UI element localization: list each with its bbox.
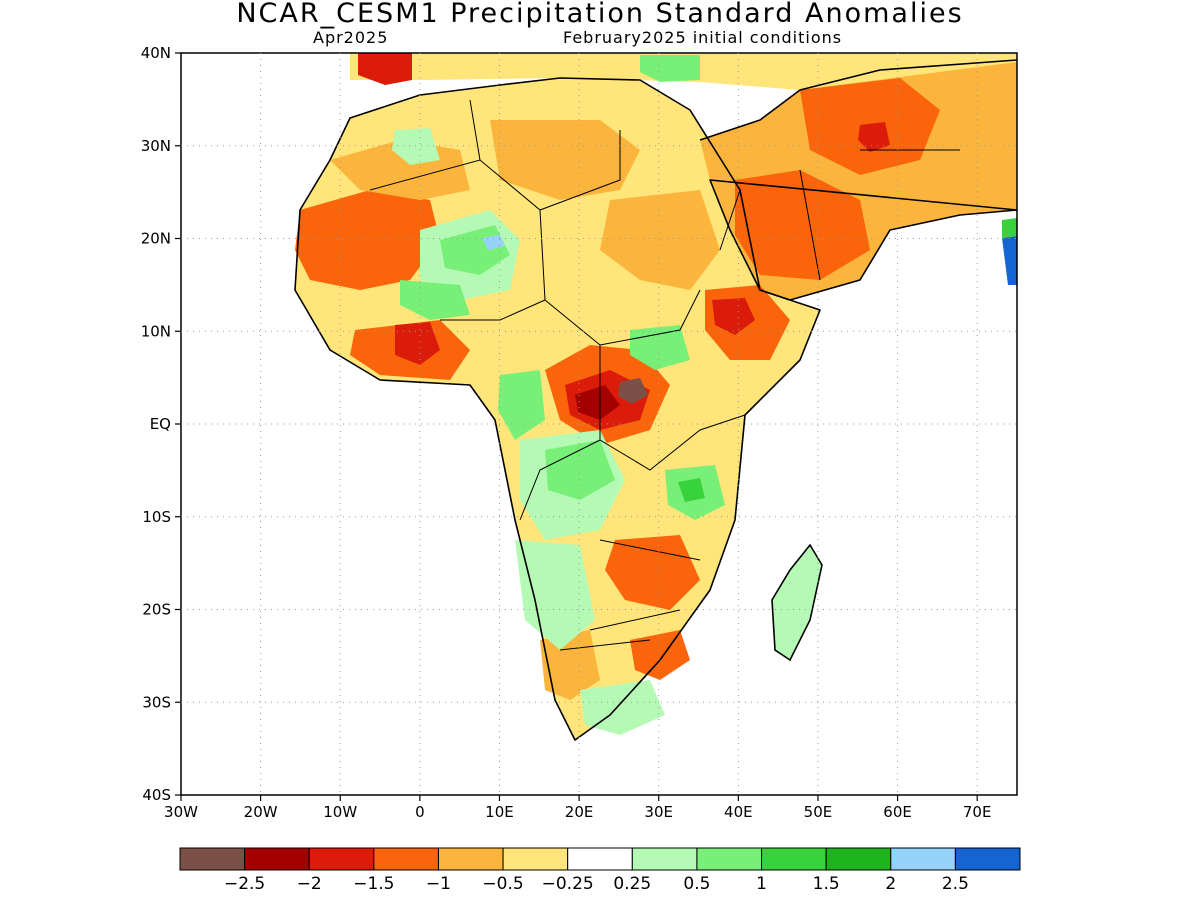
lat-tick-label: 20S (142, 601, 171, 619)
colorbar-label: 1.5 (813, 874, 840, 894)
lon-tick-label: 30W (164, 803, 198, 821)
tanzania-strong-positive-patch (678, 478, 705, 502)
colorbar-swatch (373, 847, 439, 871)
lat-tick-label: 20N (141, 230, 171, 248)
colorbar-label: 0.5 (683, 874, 710, 894)
lon-tick-label: 70E (963, 803, 992, 821)
lat-tick-label: 40N (141, 44, 171, 62)
colorbar-swatch (308, 847, 375, 871)
india-green-patch (1002, 218, 1017, 238)
lat-tick-label: EQ (150, 415, 171, 433)
congo-strong-positive-patch (545, 440, 615, 500)
arabia-negative-patch (735, 170, 870, 280)
colorbar-label: −2 (297, 874, 322, 894)
sahel-negative-patch (295, 190, 440, 290)
colorbar-swatch (244, 847, 310, 871)
valid-month-label: Apr2025 (313, 28, 389, 47)
angola-positive-patch (515, 540, 595, 650)
colorbar-swatch (437, 847, 504, 871)
colorbar-label: −1 (426, 874, 451, 894)
colorbar-swatch (761, 847, 827, 871)
colorbar-swatch (179, 847, 246, 871)
lon-tick-label: 40E (724, 803, 753, 821)
algeria-positive-patch (392, 128, 440, 165)
ghana-strong-patch (395, 322, 440, 365)
libya-negative-patch (490, 120, 640, 200)
india-positive-patch (1002, 236, 1017, 285)
colorbar-legend: −2.5 −2 −1.5 −1 −0.5 −0.25 0.25 0.5 1 1.5 2 2.5 (179, 847, 1021, 894)
colorbar-swatch (696, 847, 763, 871)
country-borders (369, 99, 960, 651)
lat-tick-label: 30S (142, 693, 171, 711)
egypt-sudan-negative-patch (600, 190, 720, 290)
lon-tick-label: 20W (244, 803, 278, 821)
lon-tick-label: 10E (485, 803, 514, 821)
colorbar-label: −0.5 (482, 874, 523, 894)
initial-conditions-label: February2025 initial conditions (563, 28, 843, 47)
north-africa-strong-patch (358, 53, 412, 85)
chart-title: NCAR_CESM1 Precipitation Standard Anomal… (236, 0, 964, 29)
colorbar-label: 1 (756, 874, 767, 894)
colorbar-label: −1.5 (353, 874, 394, 894)
colorbar-label: 0.25 (613, 874, 651, 894)
mozambique-negative-patch (605, 535, 700, 610)
mediterranean-positive-patch (640, 55, 700, 82)
lon-tick-label: 0 (415, 803, 425, 821)
lat-tick-label: 30N (141, 137, 171, 155)
graticule (181, 53, 1017, 795)
lat-tick-label: 10S (142, 508, 171, 526)
lon-tick-label: 30E (644, 803, 673, 821)
longitude-axis: 30W 20W 10W 0 10E 20E 30E 40E 50E 60E 70E (164, 795, 991, 821)
ethiopia-strong-patch (712, 298, 755, 335)
colorbar-swatch (502, 847, 569, 871)
colorbar-swatch (631, 847, 698, 871)
central-africa-core-patch (575, 385, 620, 420)
madagascar-coastline (771, 543, 823, 662)
lat-tick-label: 10N (141, 322, 171, 340)
latitude-axis: 40N 30N 20N 10N EQ 10S 20S 30S 40S (141, 44, 181, 804)
lat-tick-label: 40S (142, 786, 171, 804)
colorbar-swatch (954, 847, 1021, 871)
colorbar-label: −0.25 (542, 874, 594, 894)
colorbar-label: −2.5 (224, 874, 265, 894)
iran-strong-patch (858, 122, 890, 152)
colorbar-swatch (825, 847, 892, 871)
central-africa-extreme-patch (618, 378, 648, 404)
colorbar-swatch (890, 847, 956, 871)
arabia-coastline (699, 59, 1017, 301)
colorbar-label: 2 (885, 874, 896, 894)
cameroon-positive-patch (498, 370, 545, 440)
colorbar-swatch (567, 847, 633, 871)
madagascar-landmass (772, 545, 822, 660)
south-africa-negative-patch (630, 630, 690, 680)
lon-tick-label: 60E (883, 803, 912, 821)
nigeria-positive-patch (400, 280, 470, 320)
lon-tick-label: 50E (804, 803, 833, 821)
lon-tick-label: 10W (323, 803, 357, 821)
africa-coastline (294, 77, 821, 741)
lon-tick-label: 20E (565, 803, 594, 821)
colorbar-label: 2.5 (942, 874, 969, 894)
